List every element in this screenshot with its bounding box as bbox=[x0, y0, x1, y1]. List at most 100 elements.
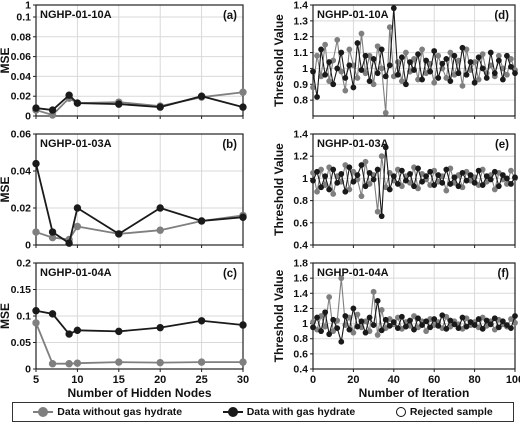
data-point-with bbox=[403, 323, 409, 330]
data-point-without bbox=[475, 76, 482, 83]
data-point-with bbox=[423, 318, 430, 325]
panel-site-label: NGHP-01-04A bbox=[317, 267, 389, 279]
y-axis-label: Threshold Value bbox=[272, 14, 286, 107]
data-point-without bbox=[374, 43, 381, 50]
data-point-with bbox=[467, 319, 474, 325]
data-point-with bbox=[354, 323, 361, 330]
data-point-with bbox=[322, 71, 329, 78]
tick-label-y: 0.06 bbox=[11, 51, 32, 63]
data-point-with bbox=[447, 78, 454, 85]
plot-frame bbox=[35, 133, 244, 246]
data-point-with bbox=[350, 305, 357, 312]
data-point-with bbox=[382, 144, 389, 151]
data-point-with bbox=[398, 313, 405, 320]
panel-e: 0.4 0.6 0.8 1 1.2 1.4 NGHP-01-03A (e) Threshold … bbox=[272, 129, 518, 252]
data-point-with bbox=[156, 204, 164, 212]
data-point-without bbox=[338, 275, 345, 282]
data-point-with bbox=[427, 324, 434, 331]
data-point-without bbox=[73, 359, 82, 367]
data-point-without bbox=[419, 46, 425, 53]
data-point-without bbox=[330, 191, 337, 197]
data-point-with bbox=[455, 183, 462, 190]
data-point-with bbox=[439, 179, 446, 186]
data-point-with bbox=[467, 172, 474, 178]
data-point-with bbox=[427, 168, 434, 175]
panel-b: 0 0.02 0.04 0.06 NGHP-01-03A (b) MSE bbox=[0, 129, 247, 252]
data-point-with bbox=[435, 172, 442, 178]
data-point-with bbox=[374, 166, 381, 173]
data-point-with bbox=[338, 338, 345, 345]
data-point-without bbox=[314, 188, 320, 195]
data-point-with bbox=[504, 322, 510, 328]
data-point-with bbox=[394, 181, 401, 187]
data-point-without bbox=[358, 193, 365, 200]
data-point-without bbox=[346, 46, 353, 53]
panel-site-label: NGHP-01-03A bbox=[40, 138, 112, 150]
tick-label-y: 1.2 bbox=[293, 31, 308, 43]
data-point-without bbox=[362, 158, 369, 165]
data-point-with bbox=[338, 171, 345, 177]
data-point-with bbox=[459, 169, 466, 176]
tick-label-x: 0 bbox=[310, 374, 316, 386]
data-point-with bbox=[483, 173, 490, 180]
data-point-with bbox=[508, 181, 514, 187]
data-point-with bbox=[419, 76, 425, 83]
data-point-with bbox=[115, 230, 123, 238]
data-point-with bbox=[443, 166, 450, 173]
data-point-with bbox=[411, 326, 417, 333]
data-point-with bbox=[512, 70, 518, 77]
data-point-without bbox=[342, 87, 349, 94]
data-point-with bbox=[471, 322, 478, 328]
data-point-with bbox=[475, 167, 482, 174]
tick-label-y: 0.04 bbox=[11, 166, 32, 178]
data-point-with bbox=[239, 213, 247, 221]
data-point-with bbox=[334, 65, 341, 72]
data-point-with bbox=[358, 162, 365, 168]
data-point-with bbox=[495, 57, 502, 64]
data-point-with bbox=[314, 314, 320, 321]
data-point-with bbox=[366, 169, 373, 176]
data-point-without bbox=[354, 75, 361, 81]
data-point-with bbox=[394, 325, 401, 332]
tick-label-x: 25 bbox=[195, 374, 207, 386]
data-point-with bbox=[411, 67, 417, 73]
data-point-with bbox=[73, 326, 82, 335]
data-point-with bbox=[350, 84, 357, 91]
data-point-without bbox=[239, 358, 247, 366]
data-point-with bbox=[451, 174, 458, 181]
data-point-without bbox=[403, 49, 409, 56]
data-point-with bbox=[156, 323, 164, 332]
data-point-with bbox=[459, 314, 466, 321]
data-point-with bbox=[390, 319, 397, 325]
tick-label-y: 1.4 bbox=[293, 0, 308, 12]
data-point-without bbox=[350, 329, 357, 336]
data-point-with bbox=[156, 103, 164, 111]
data-point-without bbox=[398, 78, 405, 85]
data-point-with bbox=[431, 316, 438, 322]
data-point-with bbox=[394, 71, 401, 78]
data-point-without bbox=[382, 109, 389, 116]
data-point-with bbox=[310, 324, 316, 331]
data-point-without bbox=[156, 358, 164, 367]
data-point-without bbox=[48, 360, 57, 368]
panel-tag: (f) bbox=[498, 268, 510, 280]
data-point-with bbox=[330, 166, 337, 173]
tick-label-y: 0 bbox=[25, 364, 31, 376]
tick-label-y: 1 bbox=[25, 0, 31, 12]
plot-frame bbox=[312, 4, 516, 117]
data-point-with bbox=[491, 315, 498, 322]
tick-label-y: 0.08 bbox=[11, 31, 32, 43]
data-point-with bbox=[374, 297, 381, 304]
data-point-with bbox=[342, 75, 349, 81]
panel-f: 0.4 0.6 0.8 1 1.2 1.4 1.6 1.8 0 20 40 60 80 100 NGHP-0… bbox=[272, 258, 520, 401]
data-point-with bbox=[398, 54, 405, 61]
data-point-with bbox=[346, 326, 353, 333]
data-point-with bbox=[73, 204, 82, 212]
data-point-with bbox=[491, 168, 498, 175]
data-point-with bbox=[197, 317, 206, 325]
data-point-with bbox=[479, 65, 486, 72]
data-point-without bbox=[370, 288, 377, 295]
data-point-with bbox=[475, 316, 482, 322]
data-point-with bbox=[378, 327, 385, 334]
